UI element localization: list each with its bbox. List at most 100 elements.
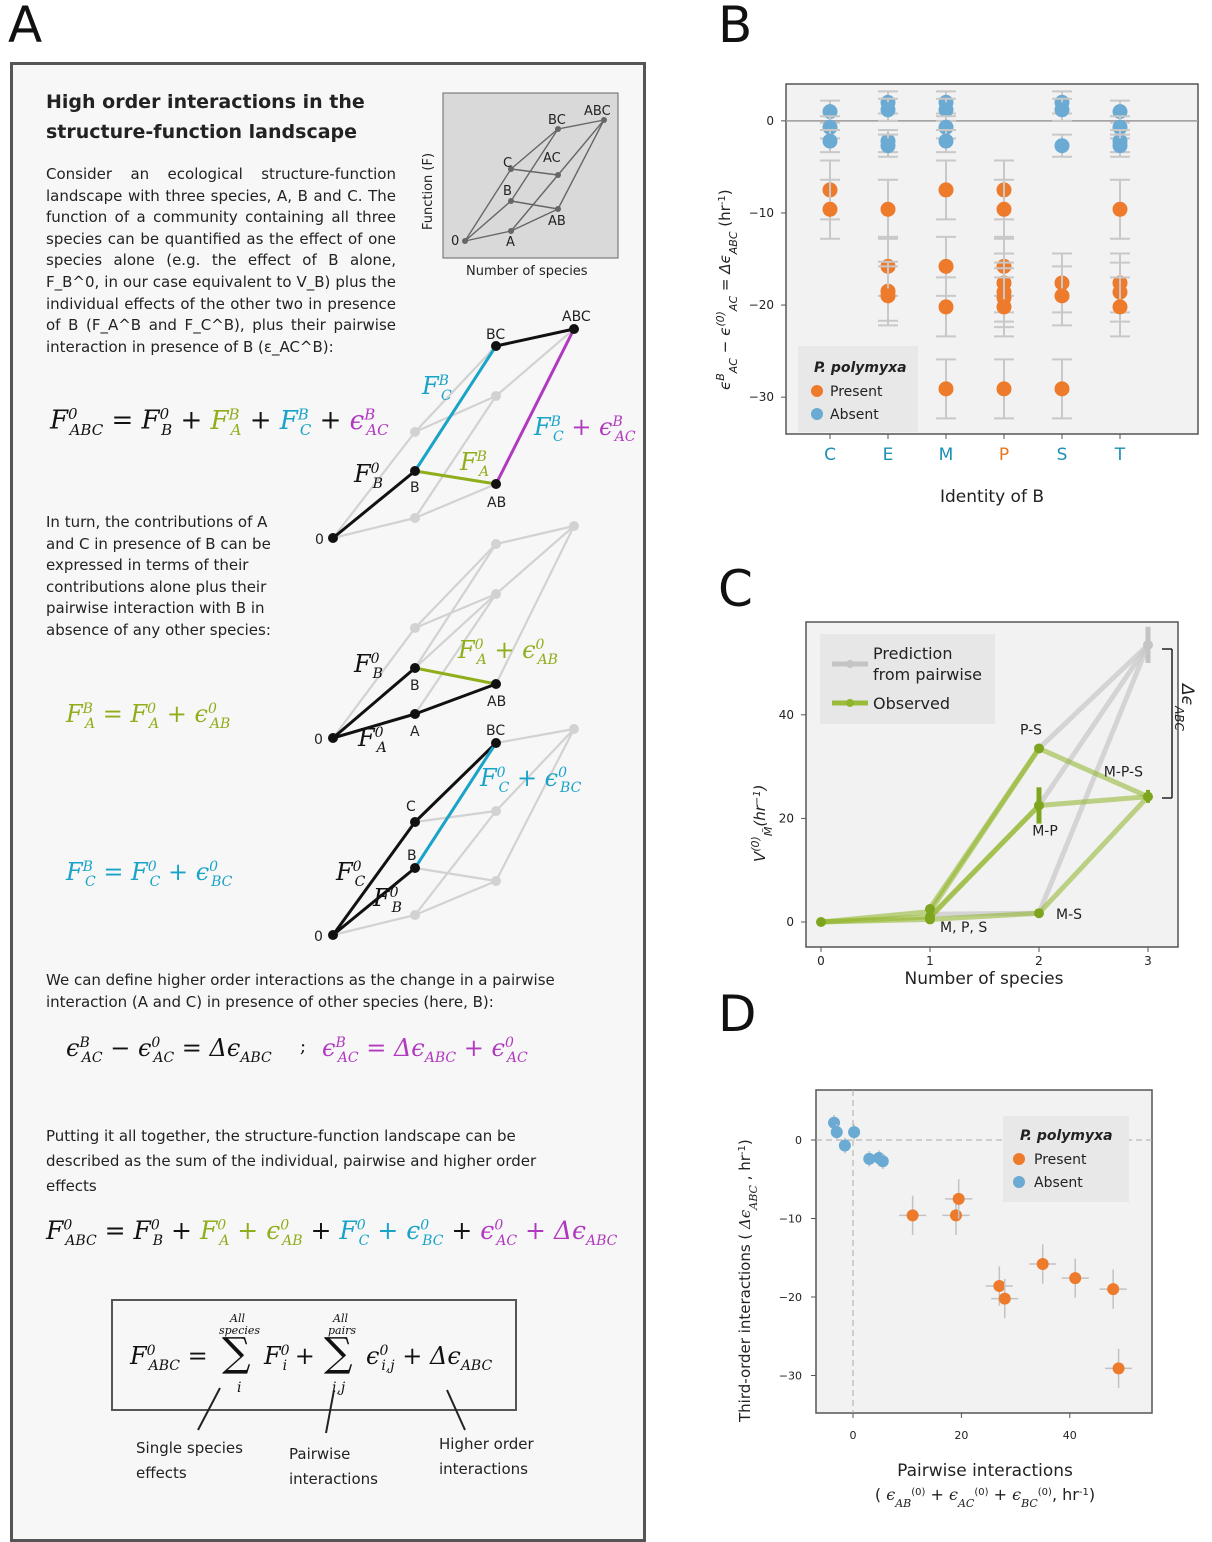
panel-d-point-present [1112,1362,1125,1375]
inset-xlabel: Number of species [466,264,588,279]
equation-4-separator: ; [300,1036,307,1057]
panel-c-xtick-label: 0 [817,954,825,968]
panel-a-box [10,62,646,1542]
inset-edges [464,119,605,242]
sum-symbol-1: ∑ [222,1330,251,1376]
summation-box [111,1299,517,1411]
panel-d-point-present [1069,1272,1082,1285]
panel-b-point-absent [880,102,896,118]
inset-label-0: 0 [451,234,459,249]
panel-b-point-absent [1112,138,1128,154]
inset-label-ab: AB [548,214,566,229]
panel-d-point-absent [830,1126,843,1139]
panel-b-point-present [938,299,954,315]
d1-fb0-label: F0B [354,460,383,492]
panel-d-legend-title: P. polymyxa [1020,1128,1113,1144]
panel-d-xlabel-line1: Pairwise interactions [897,1461,1073,1481]
panel-c-annotation: P-S [1020,722,1042,738]
panel-b-point-present [822,201,838,217]
panel-a-heading-line1: High order interactions in the [46,91,365,113]
d1-fcb-eps-label: FBC + ϵBAC [534,413,636,445]
panel-c-xtick-label: 3 [1144,954,1152,968]
panel-b-ylabel: ϵBAC − ϵ(0)AC = ΔϵABC (hr-1) [714,189,740,390]
panel-c-ytick-label: 20 [779,811,794,825]
panel-d-xlabel-line2: ( ϵAB(0) + ϵAC(0) + ϵBC(0), hr-1) [875,1485,1095,1508]
panel-c-point [1034,800,1044,811]
panel-b-point-present [1112,299,1128,315]
panel-c-ylabel: V(0)M̃(hr−1) [749,785,775,863]
inset-landscape: 0 A B C AB AC BC ABC Function (F) Number… [421,92,619,279]
sum2-index: i,j [332,1380,346,1396]
panel-b-legend-marker [811,408,823,420]
panel-c-annotation: M-P [1032,823,1058,839]
panel-b-point-present [880,201,896,217]
panel-d-chart: 0 20 40 0 −10 −20 −30 P. polymyxa Present Absent… [736,1089,1153,1508]
equation-1: F0ABC = F0B + FBA + FBC + ϵBAC [50,405,389,439]
inset-label-a: A [506,235,515,250]
panel-c-line-prediction [1037,643,1150,751]
panel-d-xtick-label: 0 [850,1429,857,1442]
d1-label-ab: AB [487,495,506,511]
d3-fc0-label: F0C [336,858,366,890]
d3-label-0: 0 [314,929,323,945]
panel-c-line-observed [927,747,1042,910]
panel-d-point-absent [848,1126,861,1139]
hoi-paragraph: We can define higher order interactions … [46,971,555,1011]
sum2-top-pairs: pairs [328,1324,357,1337]
inset-label-abc: ABC [584,104,611,119]
sum1-top-species: species [219,1324,261,1337]
equation-3: FBC = F0C + ϵ0BC [66,858,233,890]
panel-d-ytick-label: −20 [779,1291,802,1304]
panel-d-ytick-label: −10 [779,1213,802,1226]
panel-c-xtick-label: 1 [926,954,934,968]
panel-b-point-present [1054,381,1070,397]
panel-b-xtick-label: S [1057,445,1068,465]
panel-b-chart: 0 −10 −20 −30 C E M P S T P. polymyxa Present Absen… [714,83,1199,507]
panel-b-point-present [938,182,954,198]
panel-b-point-present [938,258,954,274]
landscape-diagram-3: 0 C B BC [314,723,579,945]
panel-c-point [925,904,935,915]
panel-c-line-observed [928,803,1041,920]
d3-fc0-eps-label: F0C + ϵ0BC [480,764,582,796]
legend-prediction-line2: from pairwise [873,665,982,684]
panel-b-point-absent [938,133,954,149]
panel-c-point [1143,639,1153,650]
panel-c-line-prediction [1036,643,1151,807]
panel-c-xlabel: Number of species [905,969,1064,989]
caption-single-1: Single species [136,1439,243,1457]
panel-b-ytick-label: −30 [749,390,774,404]
caption-higher-2: interactions [439,1460,528,1478]
panel-b-xlabel: Identity of B [940,487,1044,507]
panel-b-xtick-label: E [883,445,894,465]
caption-pair-1: Pairwise [289,1445,351,1463]
d2-label-a: A [410,724,420,740]
panel-b-point-absent [880,138,896,154]
d2-fa0-eps-label: F0A + ϵ0AB [458,636,558,668]
panel-b-point-present [938,381,954,397]
sum-lhs: F0ABC = [130,1342,208,1374]
together-paragraph: Putting it all together, the structure-f… [46,1127,537,1195]
panel-a-letter: A [8,0,43,54]
panel-c-line-prediction [1036,643,1151,915]
panel-b-xtick-label: P [999,445,1009,465]
panel-b-point-present [880,288,896,304]
panel-b-xtick-label: T [1114,445,1126,465]
d2-label-ab: AB [487,694,506,710]
legend-prediction-line1: Prediction [873,644,952,663]
panel-b-point-absent [938,102,954,118]
equation-4: ϵBAC − ϵ0AC = ΔϵABC [66,1034,272,1066]
d2-fa0-label: F0A [358,724,387,756]
d2-fb0-label: F0B [354,650,383,682]
sum-term-1: F0i + [264,1342,315,1374]
legend-prediction-marker [846,660,854,668]
d1-label-bc: BC [486,327,505,343]
panel-d-point-present [906,1209,919,1222]
sum-term-2: ϵ0i,j + ΔϵABC [366,1342,493,1374]
panel-c-point [925,914,935,925]
panel-c-annotation: M-S [1056,907,1082,923]
inset-ylabel: Function (F) [421,153,436,230]
panel-d-point-present [952,1192,965,1205]
d1-fcb-label: FBC [422,372,452,404]
panel-d-point-present [998,1292,1011,1305]
